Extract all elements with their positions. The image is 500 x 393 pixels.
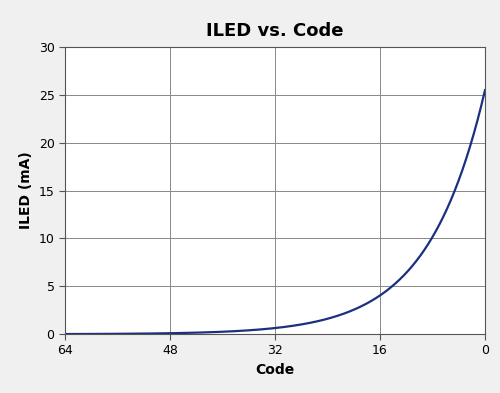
X-axis label: Code: Code (256, 363, 294, 377)
Title: ILED vs. Code: ILED vs. Code (206, 22, 344, 40)
Y-axis label: ILED (mA): ILED (mA) (19, 152, 33, 230)
